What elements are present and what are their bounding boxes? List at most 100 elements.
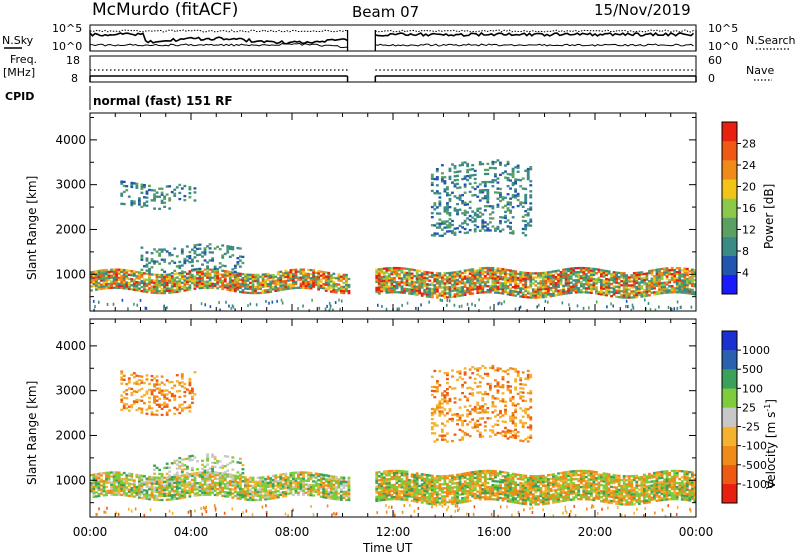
range-cell (494, 179, 497, 182)
range-cell (471, 272, 475, 275)
range-cell (410, 282, 414, 285)
range-cell (314, 490, 318, 493)
range-cell (289, 482, 293, 485)
range-cell (544, 281, 548, 284)
range-cell (595, 272, 598, 275)
range-cell (385, 271, 389, 274)
range-cell (683, 281, 687, 284)
range-cell (539, 478, 543, 482)
range-cell (334, 496, 338, 499)
range-cell (642, 282, 646, 286)
range-cell (678, 271, 682, 274)
range-cell (122, 494, 126, 497)
range-cell (405, 277, 409, 281)
range-cell (435, 294, 439, 297)
range-cell (488, 475, 492, 479)
range-cell (486, 289, 490, 292)
range-cell (471, 286, 475, 289)
range-cell (559, 273, 563, 276)
range-cell (339, 287, 343, 290)
range-cell (488, 276, 492, 280)
range-cell (297, 306, 299, 310)
range-cell (304, 483, 308, 486)
range-cell (294, 270, 298, 273)
range-cell (196, 486, 199, 489)
range-cell (521, 271, 525, 274)
range-cell (302, 270, 305, 273)
range-cell (418, 279, 422, 283)
range-cell (415, 478, 419, 481)
range-cell (667, 305, 670, 309)
range-cell (251, 494, 255, 498)
range-cell (544, 498, 548, 501)
range-cell (466, 281, 470, 284)
range-cell (648, 271, 651, 275)
range-cell (670, 307, 673, 311)
range-cell (582, 268, 586, 272)
range-cell (246, 478, 250, 481)
range-cell (524, 476, 528, 479)
range-cell (170, 289, 174, 292)
range-cell (97, 277, 101, 281)
range-cell (524, 187, 528, 191)
range-cell (375, 477, 379, 480)
range-cell (163, 275, 167, 279)
range-cell (183, 496, 187, 499)
range-cell (112, 302, 115, 306)
range-cell (463, 227, 467, 231)
range-cell (143, 280, 146, 283)
range-cell (148, 269, 151, 273)
range-cell (95, 485, 98, 488)
range-cell (100, 480, 103, 483)
range-cell (488, 477, 492, 481)
range-cell (466, 203, 470, 206)
range-cell (584, 273, 588, 276)
range-cell (97, 494, 101, 498)
range-cell (524, 293, 528, 297)
range-cell (163, 476, 167, 479)
range-cell (448, 486, 452, 490)
range-cell (497, 302, 500, 306)
range-cell (653, 277, 656, 280)
range-cell (178, 288, 182, 291)
range-cell (251, 289, 255, 293)
range-cell (206, 491, 209, 494)
range-cell (541, 490, 545, 494)
range-cell (463, 293, 467, 296)
range-cell (567, 279, 571, 283)
range-cell (153, 248, 156, 251)
range-cell (499, 216, 502, 219)
range-cell (423, 276, 427, 280)
range-cell (688, 290, 692, 293)
range-cell (549, 272, 553, 276)
range-cell (165, 492, 169, 495)
range-cell (617, 275, 621, 279)
range-cell (690, 270, 694, 273)
range-cell (572, 484, 576, 487)
range-cell (423, 495, 427, 499)
range-cell (486, 192, 490, 196)
range-cell (393, 289, 396, 292)
range-cell (678, 287, 682, 290)
range-cell (102, 277, 106, 280)
range-cell (526, 175, 530, 179)
range-cell (519, 289, 523, 292)
range-cell (193, 246, 197, 249)
range-cell (544, 279, 548, 282)
range-cell (137, 273, 141, 276)
range-cell (347, 498, 351, 502)
range-cell (271, 276, 275, 279)
range-cell (178, 480, 182, 484)
range-cell (458, 286, 462, 289)
range-cell (428, 480, 432, 483)
range-cell (478, 474, 482, 477)
range-cell (168, 289, 172, 292)
range-cell (385, 482, 389, 485)
range-cell (408, 493, 411, 496)
range-cell (506, 496, 510, 499)
range-cell (342, 482, 346, 485)
range-cell (168, 484, 172, 487)
range-cell (206, 477, 209, 480)
range-cell (499, 163, 502, 166)
range-cell (188, 483, 192, 486)
